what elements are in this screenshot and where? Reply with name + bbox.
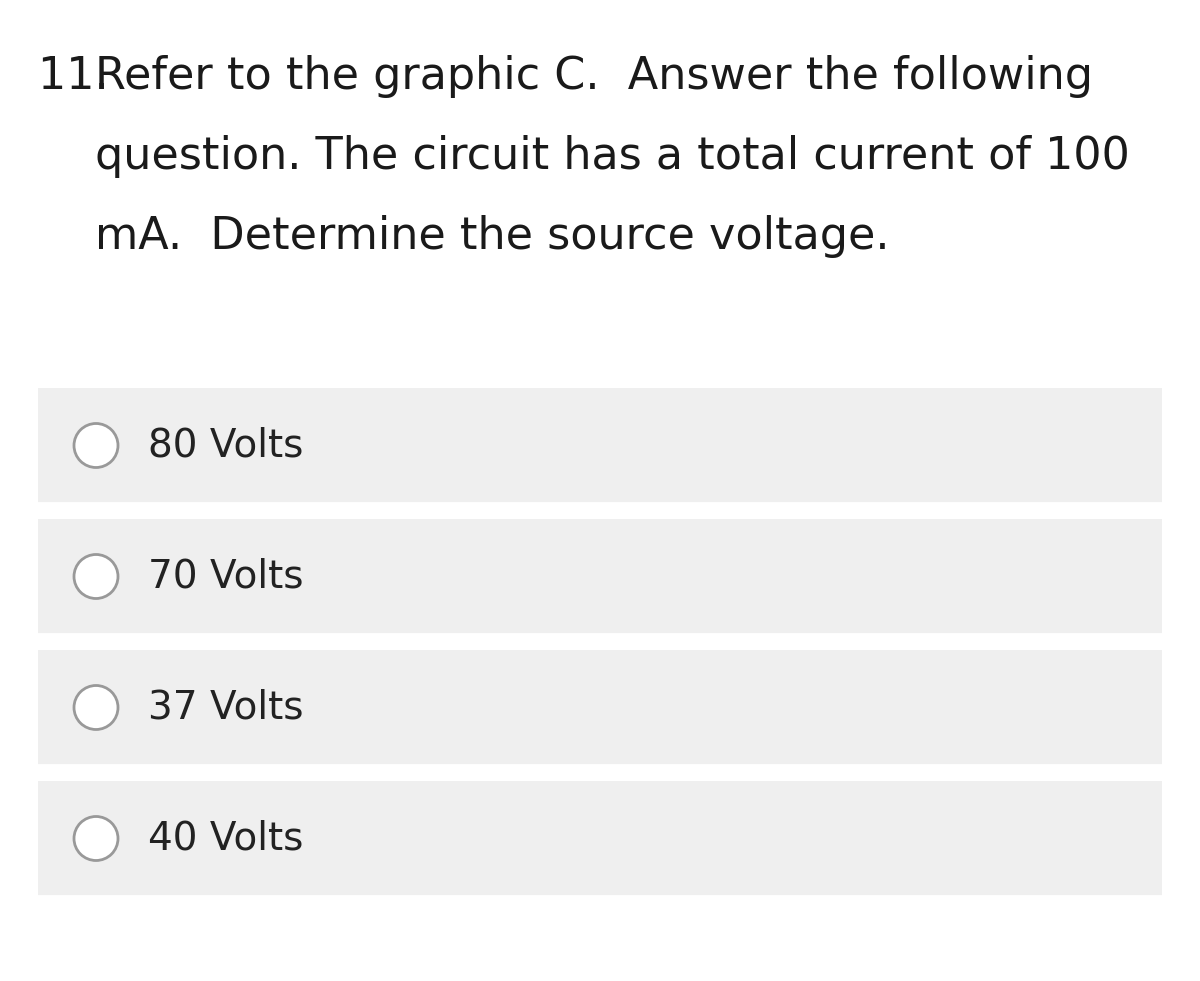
Text: 11.: 11. bbox=[38, 55, 122, 98]
Bar bbox=[38, 388, 1162, 503]
Circle shape bbox=[74, 424, 118, 468]
Text: 40 Volts: 40 Volts bbox=[148, 819, 304, 857]
Text: 70 Volts: 70 Volts bbox=[148, 557, 304, 595]
Bar bbox=[38, 519, 1162, 634]
Text: mA.  Determine the source voltage.: mA. Determine the source voltage. bbox=[95, 215, 889, 258]
Text: 80 Volts: 80 Volts bbox=[148, 427, 304, 464]
Bar bbox=[38, 781, 1162, 896]
Text: Refer to the graphic C.  Answer the following: Refer to the graphic C. Answer the follo… bbox=[95, 55, 1093, 98]
Bar bbox=[38, 650, 1162, 765]
Circle shape bbox=[74, 816, 118, 860]
Circle shape bbox=[74, 686, 118, 730]
Circle shape bbox=[74, 554, 118, 598]
Text: 37 Volts: 37 Volts bbox=[148, 689, 304, 727]
Text: question. The circuit has a total current of 100: question. The circuit has a total curren… bbox=[95, 135, 1130, 178]
